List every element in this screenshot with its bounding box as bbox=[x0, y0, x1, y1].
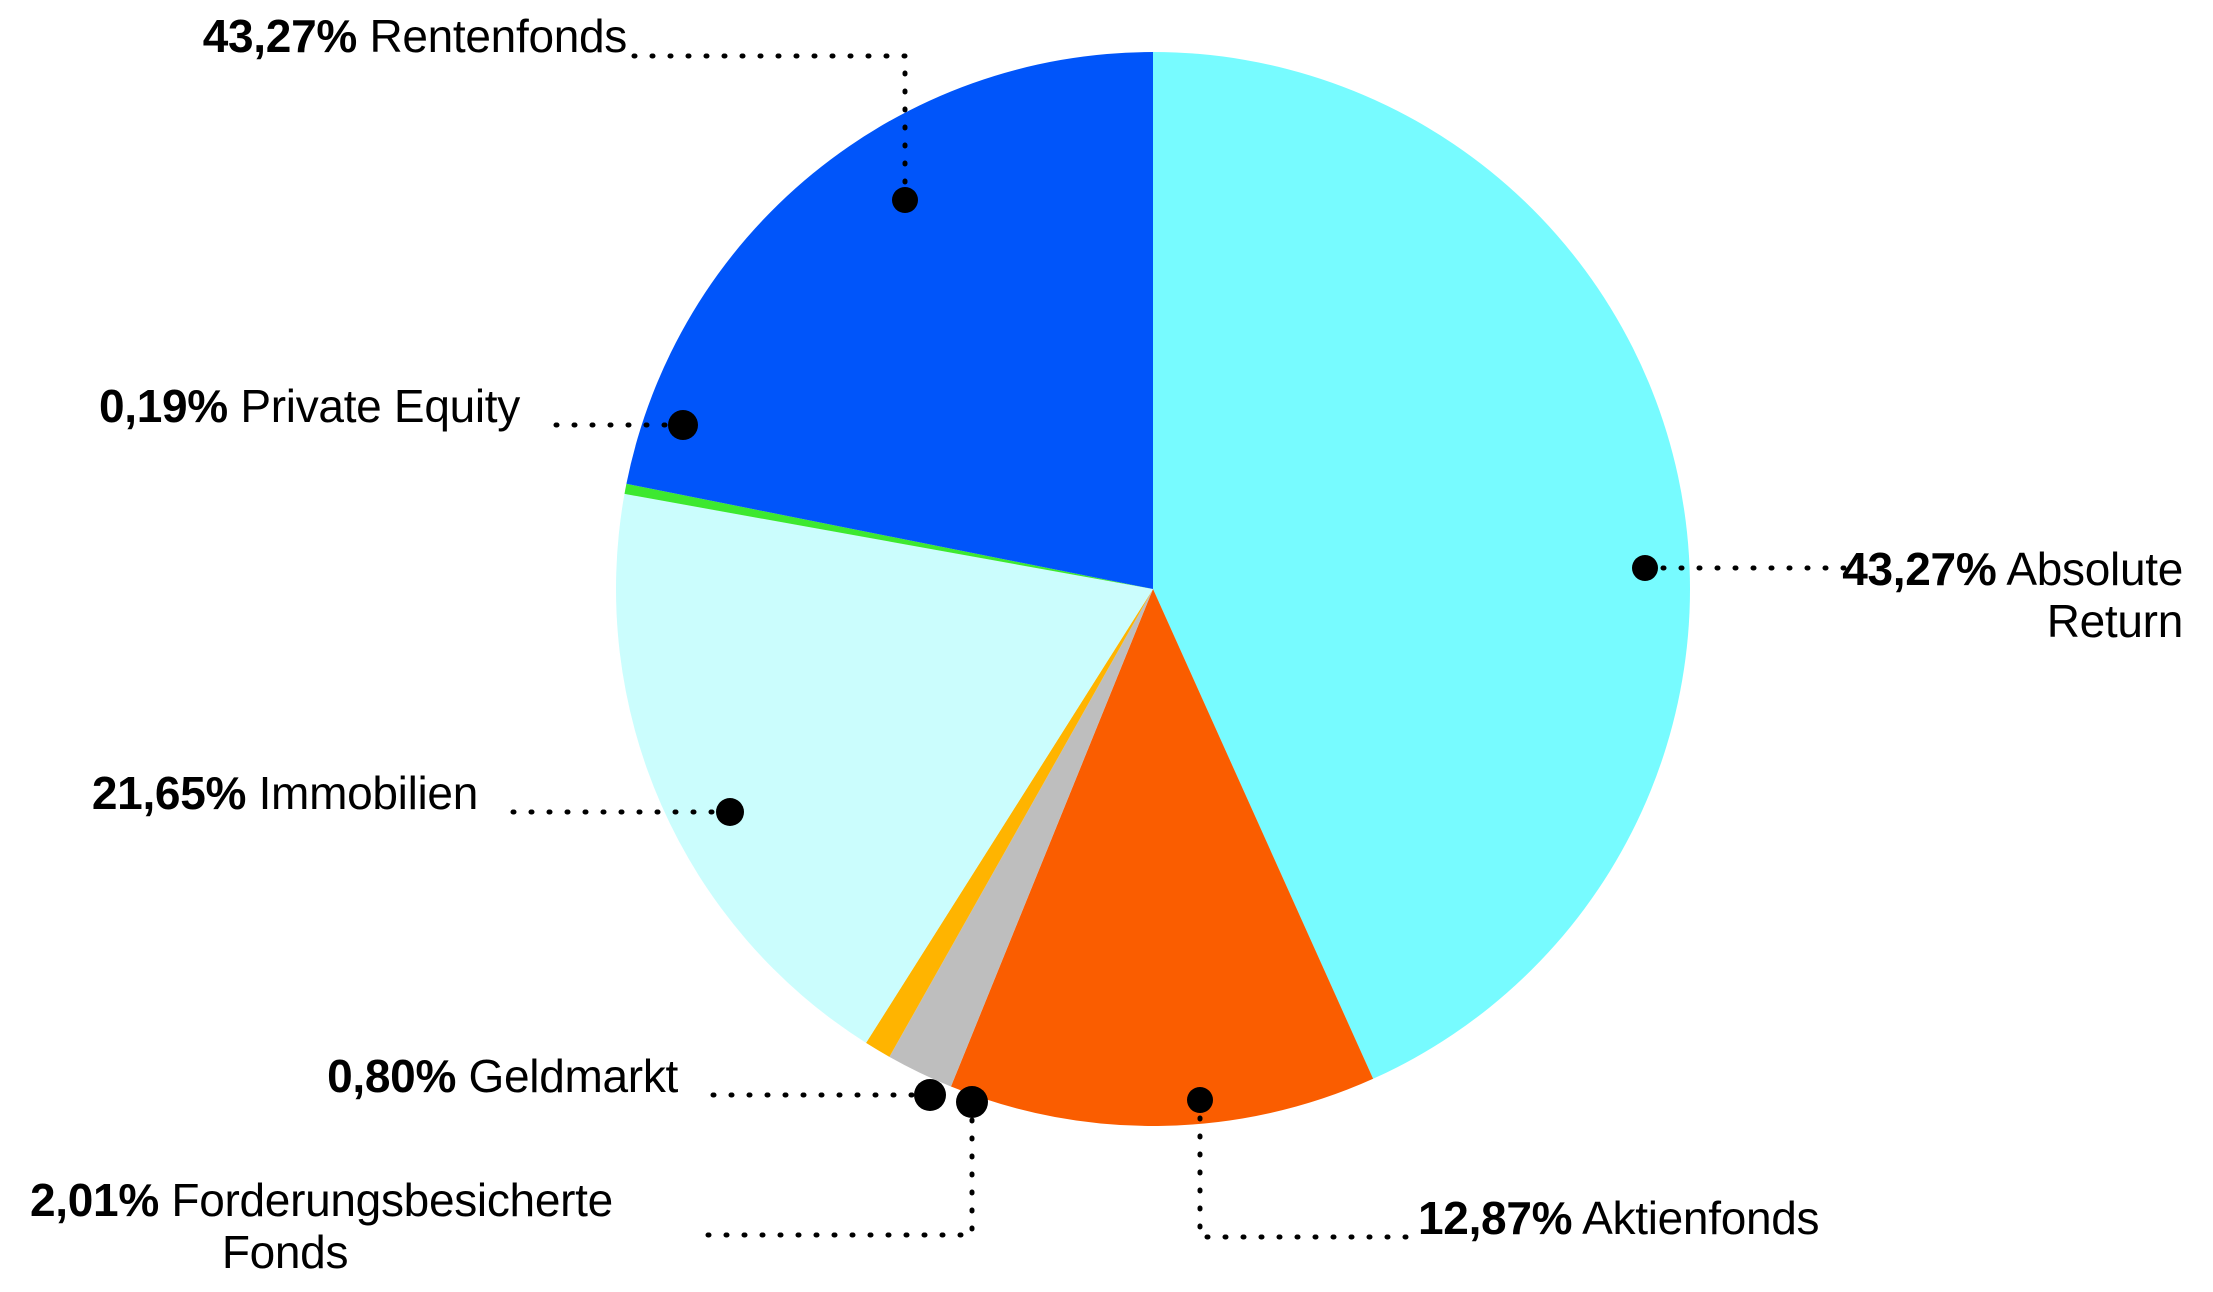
slice-label-rentenfonds: 43,27% Rentenfonds bbox=[30, 10, 628, 63]
slice-name-absolute-return-line2: Return bbox=[2046, 594, 2184, 647]
slice-percent-aktienfonds: 12,87% bbox=[1418, 1192, 1573, 1244]
slice-name-immobilien: Immobilien bbox=[258, 767, 479, 819]
leader-line-rentenfonds bbox=[630, 53, 908, 203]
slice-label-absolute-return: 43,27% Absolute Return bbox=[1565, 543, 2184, 648]
marker-dot-aktienfonds bbox=[1187, 1087, 1213, 1113]
slice-name-forderungsbesicherte-fonds: Forderungsbesicherte bbox=[171, 1174, 613, 1226]
slice-percent-geldmarkt: 0,80% bbox=[327, 1050, 457, 1102]
pie-slices-group bbox=[616, 52, 1691, 1127]
pie-slice-aktienfonds[interactable] bbox=[950, 589, 1374, 1127]
slice-label-immobilien: 21,65% Immobilien bbox=[0, 767, 479, 820]
slice-percent-immobilien: 21,65% bbox=[91, 767, 247, 819]
pie-slice-forderungsbesicherte-fonds[interactable] bbox=[889, 589, 1153, 1087]
marker-dot-geldmarkt bbox=[914, 1079, 946, 1111]
pie-slice-private-equity[interactable] bbox=[624, 483, 1153, 589]
slice-label-private-equity: 0,19% Private Equity bbox=[0, 380, 520, 433]
marker-dot-immobilien bbox=[716, 798, 744, 826]
slice-percent-absolute-return: 43,27% bbox=[1842, 543, 1997, 595]
leader-line-aktienfonds bbox=[1197, 1097, 1413, 1240]
slice-label-aktienfonds: 12,87% Aktienfonds bbox=[1418, 1192, 2058, 1245]
slice-name-geldmarkt: Geldmarkt bbox=[468, 1050, 679, 1102]
marker-dot-rentenfonds bbox=[892, 187, 918, 213]
slice-name-absolute-return: Absolute bbox=[2006, 543, 2183, 595]
slice-percent-forderungsbesicherte-fonds: 2,01% bbox=[30, 1174, 159, 1226]
pie-slice-geldmarkt[interactable] bbox=[866, 589, 1153, 1057]
leader-lines-group bbox=[509, 53, 1858, 1240]
marker-dot-absolute-return bbox=[1632, 555, 1658, 581]
pie-slice-rentenfonds[interactable] bbox=[626, 52, 1153, 589]
pie-slice-immobilien[interactable] bbox=[616, 493, 1153, 1043]
pie-slice-absolute-return[interactable] bbox=[1153, 52, 1691, 1079]
marker-dot-forderungsbesicherte-fonds bbox=[956, 1086, 988, 1118]
slice-percent-rentenfonds: 43,27% bbox=[202, 10, 358, 62]
slice-label-forderungsbesicherte-fonds: 2,01% Forderungsbesicherte Fonds bbox=[30, 1174, 670, 1279]
slice-name-private-equity: Private Equity bbox=[240, 380, 520, 432]
marker-dot-private-equity bbox=[668, 410, 698, 440]
slice-name-aktienfonds: Aktienfonds bbox=[1582, 1192, 1820, 1244]
slice-percent-private-equity: 0,19% bbox=[98, 380, 228, 432]
leader-markers-group bbox=[668, 187, 1658, 1118]
leader-line-forderungsbesicherte-fonds bbox=[697, 1099, 975, 1238]
slice-name-forderungsbesicherte-fonds-line2: Fonds bbox=[221, 1225, 349, 1278]
slice-label-geldmarkt: 0,80% Geldmarkt bbox=[160, 1050, 679, 1103]
slice-name-rentenfonds: Rentenfonds bbox=[369, 10, 627, 62]
